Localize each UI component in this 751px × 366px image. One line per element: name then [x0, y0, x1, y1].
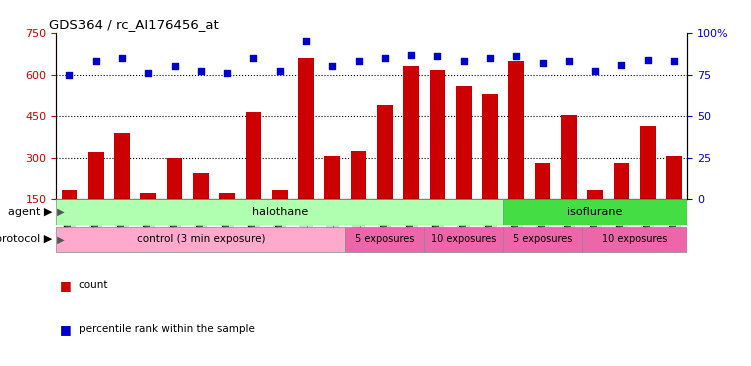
Bar: [666, 156, 682, 241]
Bar: [345, 227, 424, 252]
Text: 5 exposures: 5 exposures: [513, 234, 572, 244]
Bar: [640, 126, 656, 241]
Text: 10 exposures: 10 exposures: [602, 234, 668, 244]
Point: [616, 61, 628, 67]
Bar: [62, 190, 77, 241]
Text: ▶: ▶: [54, 207, 65, 217]
Text: agent ▶: agent ▶: [8, 207, 53, 217]
Text: halothane: halothane: [252, 207, 308, 217]
Bar: [503, 199, 687, 225]
Point: [326, 63, 338, 69]
Bar: [614, 163, 629, 241]
Bar: [167, 158, 182, 241]
Bar: [219, 193, 235, 241]
Point: [431, 53, 443, 59]
Point: [143, 70, 155, 76]
Bar: [246, 112, 261, 241]
Text: protocol ▶: protocol ▶: [0, 234, 53, 244]
Bar: [324, 156, 340, 241]
Point: [536, 60, 548, 66]
Bar: [508, 61, 524, 241]
Point: [64, 72, 75, 78]
Bar: [351, 151, 366, 241]
Text: ■: ■: [60, 279, 76, 292]
Bar: [424, 227, 503, 252]
Bar: [272, 190, 288, 241]
Point: [484, 55, 496, 61]
Text: percentile rank within the sample: percentile rank within the sample: [79, 324, 255, 335]
Bar: [535, 163, 550, 241]
Text: count: count: [79, 280, 108, 291]
Point: [222, 70, 234, 76]
Text: ■: ■: [60, 323, 76, 336]
Text: GDS364 / rc_AI176456_at: GDS364 / rc_AI176456_at: [49, 18, 219, 31]
Text: ▶: ▶: [54, 234, 65, 244]
Point: [195, 68, 207, 74]
Point: [116, 55, 128, 61]
Bar: [88, 152, 104, 241]
Text: 5 exposures: 5 exposures: [355, 234, 415, 244]
Point: [668, 58, 680, 64]
Point: [406, 52, 418, 57]
Text: 10 exposures: 10 exposures: [431, 234, 496, 244]
Bar: [114, 133, 130, 241]
Bar: [140, 193, 156, 241]
Point: [641, 57, 653, 63]
Point: [90, 58, 102, 64]
Bar: [582, 227, 687, 252]
Point: [248, 55, 260, 61]
Point: [590, 68, 602, 74]
Bar: [482, 94, 498, 241]
Bar: [56, 199, 503, 225]
Point: [353, 58, 365, 64]
Bar: [430, 70, 445, 241]
Point: [300, 38, 312, 44]
Bar: [298, 58, 314, 241]
Bar: [56, 227, 345, 252]
Bar: [193, 173, 209, 241]
Point: [274, 68, 286, 74]
Point: [563, 58, 575, 64]
Point: [379, 55, 391, 61]
Bar: [503, 227, 582, 252]
Text: isoflurane: isoflurane: [568, 207, 623, 217]
Text: control (3 min exposure): control (3 min exposure): [137, 234, 265, 244]
Point: [511, 53, 523, 59]
Point: [457, 58, 470, 64]
Bar: [456, 86, 472, 241]
Bar: [377, 105, 393, 241]
Point: [169, 63, 181, 69]
Bar: [587, 190, 603, 241]
Bar: [561, 115, 577, 241]
Bar: [403, 66, 419, 241]
